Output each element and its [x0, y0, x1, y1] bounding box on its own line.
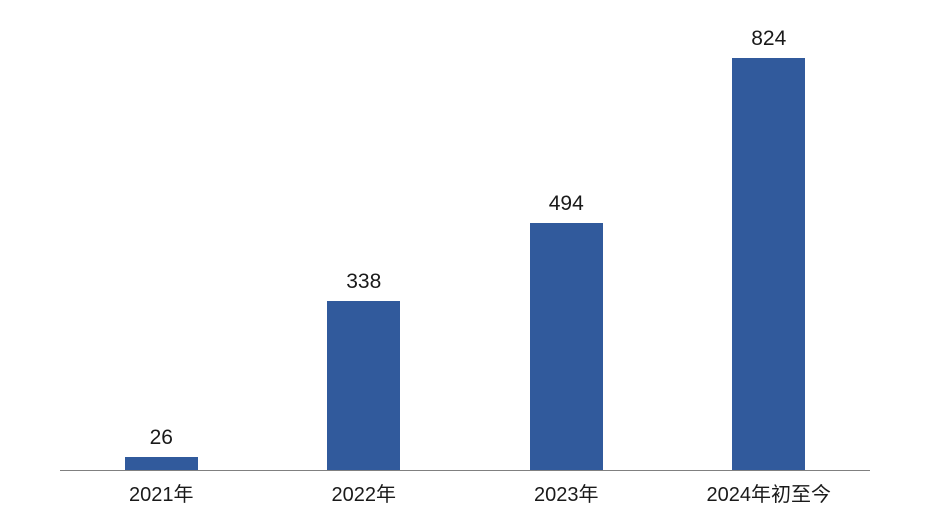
bar-chart: 26 2021年 338 2022年 494 2023年 824 2024年初至今: [0, 0, 930, 516]
bar: [732, 58, 805, 470]
x-axis-baseline: [60, 470, 870, 471]
bar-value-label: 824: [751, 27, 786, 51]
category-label: 2021年: [129, 478, 194, 507]
bar: [327, 301, 400, 470]
category-label: 2023年: [534, 478, 599, 507]
category-label: 2022年: [332, 478, 397, 507]
bar: [125, 457, 198, 470]
bar: [530, 223, 603, 470]
bar-value-label: 494: [549, 192, 584, 216]
bar-value-label: 26: [150, 426, 173, 450]
category-label: 2024年初至今: [707, 478, 832, 507]
bar-value-label: 338: [346, 270, 381, 294]
